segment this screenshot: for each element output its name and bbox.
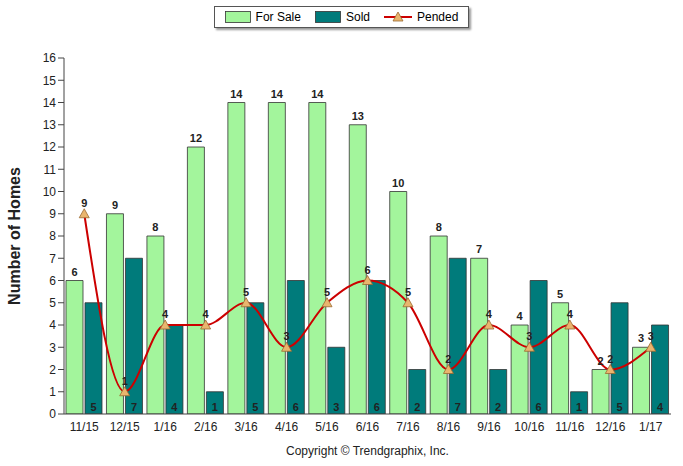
svg-text:10: 10 <box>43 185 57 199</box>
svg-text:3: 3 <box>333 401 339 413</box>
svg-text:14: 14 <box>311 88 324 100</box>
svg-text:4: 4 <box>657 401 664 413</box>
svg-text:8: 8 <box>49 229 56 243</box>
svg-text:5: 5 <box>49 296 56 310</box>
html-text:For Sale: For Sale <box>255 10 301 24</box>
svg-text:2: 2 <box>607 353 613 365</box>
svg-text:4: 4 <box>203 308 210 320</box>
svg-text:6: 6 <box>293 401 299 413</box>
svg-text:14: 14 <box>43 96 57 110</box>
svg-text:3: 3 <box>49 341 56 355</box>
svg-text:15: 15 <box>43 74 57 88</box>
svg-text:2: 2 <box>495 401 501 413</box>
svg-text:9: 9 <box>112 199 118 211</box>
svg-text:8: 8 <box>152 221 158 233</box>
svg-text:6: 6 <box>49 274 56 288</box>
svg-text:16: 16 <box>43 51 57 65</box>
svg-text:1: 1 <box>49 385 56 399</box>
svg-text:2: 2 <box>598 355 604 367</box>
svg-text:9: 9 <box>81 197 87 209</box>
svg-text:13: 13 <box>352 110 364 122</box>
svg-text:2: 2 <box>414 401 420 413</box>
svg-text:4: 4 <box>486 308 493 320</box>
svg-text:13: 13 <box>43 118 57 132</box>
svg-text:9: 9 <box>49 207 56 221</box>
svg-text:3/16: 3/16 <box>234 420 258 434</box>
svg-text:10/16: 10/16 <box>514 420 544 434</box>
svg-text:14: 14 <box>271 88 284 100</box>
svg-text:11: 11 <box>44 163 57 177</box>
svg-text:5: 5 <box>243 286 249 298</box>
svg-text:4: 4 <box>567 308 574 320</box>
svg-text:5: 5 <box>405 286 411 298</box>
svg-text:2/16: 2/16 <box>194 420 218 434</box>
html-text:Copyright © Trendgraphix, Inc.: Copyright © Trendgraphix, Inc. <box>286 444 449 458</box>
svg-text:9/16: 9/16 <box>477 420 501 434</box>
svg-text:4/16: 4/16 <box>275 420 299 434</box>
svg-text:8/16: 8/16 <box>437 420 461 434</box>
svg-text:6: 6 <box>536 401 542 413</box>
svg-text:1/17: 1/17 <box>639 420 663 434</box>
svg-text:1: 1 <box>576 401 582 413</box>
svg-text:7: 7 <box>131 401 137 413</box>
svg-text:4: 4 <box>49 318 56 332</box>
svg-text:6: 6 <box>71 266 77 278</box>
html-text:Sold: Sold <box>346 10 370 24</box>
svg-text:5: 5 <box>557 288 563 300</box>
svg-text:7: 7 <box>49 252 56 266</box>
svg-text:7/16: 7/16 <box>396 420 420 434</box>
svg-text:3: 3 <box>648 330 654 342</box>
svg-text:7: 7 <box>455 401 461 413</box>
svg-text:1: 1 <box>122 375 128 387</box>
svg-text:5: 5 <box>324 286 330 298</box>
svg-text:1: 1 <box>212 401 218 413</box>
svg-text:10: 10 <box>392 177 404 189</box>
svg-text:2: 2 <box>49 363 56 377</box>
svg-text:6: 6 <box>364 264 370 276</box>
svg-text:12/16: 12/16 <box>595 420 625 434</box>
svg-text:5: 5 <box>617 401 623 413</box>
svg-text:6: 6 <box>374 401 380 413</box>
svg-text:2: 2 <box>445 353 451 365</box>
svg-text:12/15: 12/15 <box>110 420 140 434</box>
svg-text:4: 4 <box>171 401 178 413</box>
svg-text:14: 14 <box>230 88 243 100</box>
svg-text:3: 3 <box>526 330 532 342</box>
svg-text:12: 12 <box>190 132 202 144</box>
html-text:Pended: Pended <box>417 10 459 24</box>
svg-text:1/16: 1/16 <box>153 420 177 434</box>
svg-text:0: 0 <box>49 407 56 421</box>
svg-text:4: 4 <box>517 310 524 322</box>
svg-text:6/16: 6/16 <box>356 420 380 434</box>
svg-text:8: 8 <box>436 221 442 233</box>
svg-text:3: 3 <box>638 332 644 344</box>
svg-text:5: 5 <box>252 401 258 413</box>
svg-text:4: 4 <box>162 308 169 320</box>
svg-text:12: 12 <box>43 140 57 154</box>
svg-text:5: 5 <box>90 401 96 413</box>
svg-text:11/16: 11/16 <box>555 420 584 434</box>
svg-text:Number of Homes: Number of Homes <box>8 167 23 305</box>
svg-text:11/15: 11/15 <box>70 420 99 434</box>
svg-text:3: 3 <box>284 330 290 342</box>
svg-text:5/16: 5/16 <box>315 420 339 434</box>
svg-text:7: 7 <box>476 243 482 255</box>
